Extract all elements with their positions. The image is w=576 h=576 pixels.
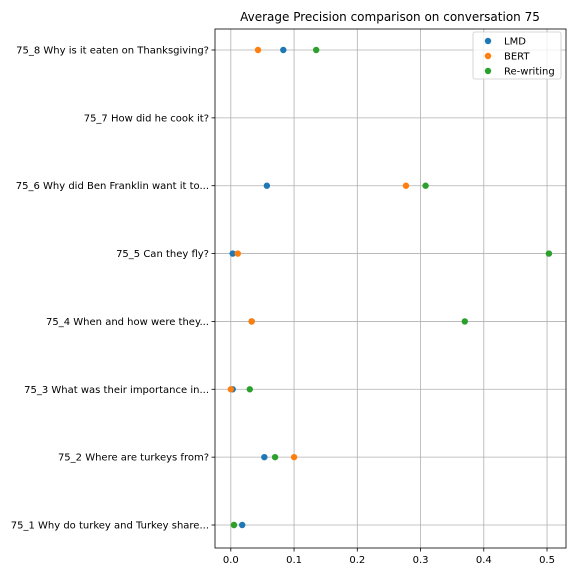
data-points bbox=[227, 46, 553, 529]
point-re-writing bbox=[230, 521, 238, 529]
point-bert bbox=[248, 318, 255, 325]
y-tick-label: 75_3 What was their importance in... bbox=[24, 385, 209, 396]
x-tick-label: 0.5 bbox=[539, 555, 555, 566]
x-tick-label: 0.4 bbox=[476, 555, 492, 566]
point-bert bbox=[290, 453, 298, 461]
x-tick-label: 0.1 bbox=[286, 555, 302, 566]
legend-label-re-writing: Re-writing bbox=[504, 67, 555, 78]
point-lmd bbox=[229, 250, 236, 257]
y-tick-label: 75_4 When and how were they... bbox=[46, 317, 209, 328]
y-tick-label: 75_2 Where are turkeys from? bbox=[58, 453, 209, 464]
point-re-writing bbox=[422, 182, 429, 189]
y-tick-label: 75_1 Why do turkey and Turkey share... bbox=[11, 521, 209, 532]
point-bert bbox=[254, 46, 262, 54]
y-tick-label: 75_5 Can they fly? bbox=[116, 249, 209, 260]
chart-title: Average Precision comparison on conversa… bbox=[240, 10, 540, 24]
legend-label-lmd: LMD bbox=[504, 37, 526, 48]
point-lmd bbox=[238, 521, 246, 529]
x-tick-label: 0.3 bbox=[413, 555, 429, 566]
y-tick-label: 75_6 Why did Ben Franklin want it to... bbox=[16, 181, 209, 192]
y-axis-tick-labels: 75_1 Why do turkey and Turkey share... 75… bbox=[11, 46, 215, 532]
plot-area-frame bbox=[214, 28, 567, 549]
point-re-writing bbox=[461, 318, 469, 325]
point-lmd bbox=[263, 182, 271, 189]
legend: LMD BERT Re-writing bbox=[472, 31, 562, 80]
point-re-writing bbox=[312, 46, 320, 54]
point-bert bbox=[234, 250, 241, 257]
grid-lines bbox=[215, 29, 566, 548]
point-re-writing bbox=[545, 250, 553, 257]
x-tick-label: 0.2 bbox=[349, 555, 365, 566]
legend-marker-bert bbox=[484, 52, 492, 60]
point-bert bbox=[402, 182, 410, 189]
y-tick-label: 75_7 How did he cook it? bbox=[84, 113, 209, 124]
point-re-writing bbox=[271, 453, 279, 461]
x-axis-tick-labels: 0.0 0.1 0.2 0.3 0.4 0.5 bbox=[223, 548, 555, 566]
point-bert bbox=[227, 386, 235, 393]
x-tick-label: 0.0 bbox=[223, 555, 239, 566]
legend-marker-lmd bbox=[484, 37, 492, 45]
point-lmd bbox=[261, 453, 268, 461]
legend-label-bert: BERT bbox=[504, 52, 530, 63]
point-lmd bbox=[280, 46, 287, 54]
legend-marker-re-writing bbox=[484, 67, 492, 75]
y-tick-label: 75_8 Why is it eaten on Thanksgiving? bbox=[16, 46, 209, 57]
point-re-writing bbox=[246, 386, 253, 393]
legend-box bbox=[472, 31, 562, 80]
